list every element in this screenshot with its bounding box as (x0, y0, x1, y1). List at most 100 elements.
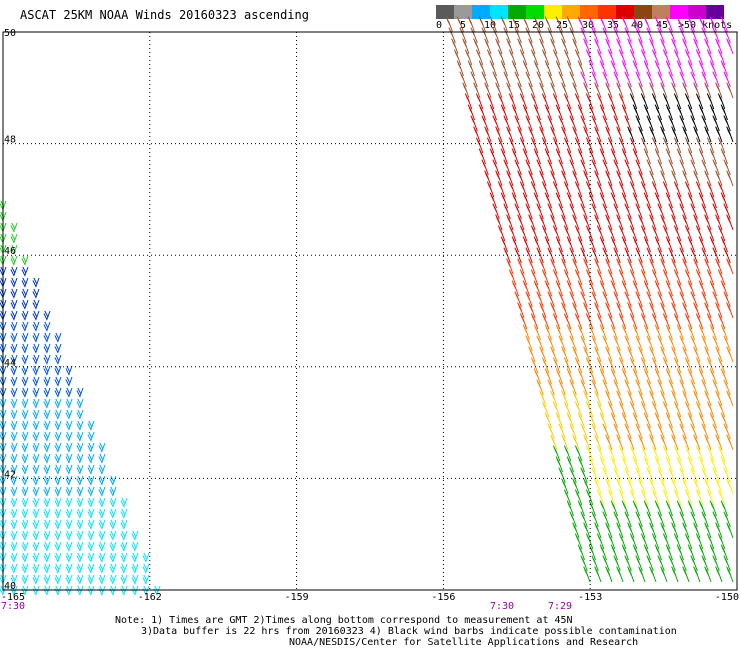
wind-barb (43, 343, 51, 354)
wind-barb (530, 93, 539, 110)
wind-barb (536, 379, 544, 396)
wind-barb (635, 71, 643, 88)
wind-barb (478, 60, 486, 77)
wind-barb (643, 16, 651, 33)
wind-barb (715, 38, 723, 55)
wind-barb (717, 269, 726, 286)
wind-barb (572, 478, 580, 495)
wind-barb (616, 522, 624, 539)
wind-barb (591, 467, 599, 484)
wind-barb (610, 500, 618, 517)
wind-barb (591, 71, 599, 88)
wind-barb (610, 104, 618, 121)
wind-barb (54, 343, 62, 354)
wind-barb (594, 566, 602, 583)
wind-barb (693, 302, 701, 319)
wind-barb (517, 214, 525, 231)
wind-barb (657, 291, 665, 308)
wind-barb (627, 38, 635, 55)
wind-barb (690, 423, 698, 440)
wind-barb (54, 552, 62, 563)
wind-barb (594, 126, 602, 143)
wind-barb (547, 335, 555, 352)
colorbar-swatch (580, 5, 598, 19)
wind-barb (555, 16, 563, 33)
wind-barb (621, 324, 629, 341)
wind-barb (673, 93, 682, 110)
wind-barb (98, 563, 106, 574)
wind-barb (715, 214, 723, 231)
wind-barb (21, 442, 29, 453)
wind-barb (715, 522, 723, 539)
wind-barb (21, 563, 29, 574)
wind-barb (142, 563, 150, 574)
wind-barb (555, 236, 563, 253)
wind-barb (470, 71, 478, 88)
wind-barb (632, 412, 640, 429)
wind-barb (690, 511, 698, 528)
wind-barb (627, 478, 635, 495)
wind-barb (500, 236, 508, 253)
wind-barb (76, 552, 84, 563)
colorbar-swatch (436, 5, 454, 19)
wind-barb (456, 16, 464, 33)
wind-barb (497, 93, 506, 110)
wind-barb (638, 38, 646, 55)
wind-barb (544, 412, 552, 429)
wind-barb (569, 115, 577, 132)
wind-barb (649, 214, 657, 231)
colorbar-swatch (544, 5, 562, 19)
wind-barb (640, 225, 649, 242)
wind-barb (640, 533, 649, 550)
wind-barb (453, 49, 462, 66)
wind-barb (580, 247, 588, 264)
wind-barb (550, 302, 558, 319)
wind-barb (572, 434, 580, 451)
wind-barb (544, 16, 552, 33)
wind-barb (54, 387, 62, 398)
wind-barb (65, 574, 73, 585)
wind-barb (511, 192, 519, 209)
west-swath (0, 200, 161, 596)
wind-barb (613, 159, 621, 176)
wind-barb (555, 280, 563, 297)
wind-barb (624, 291, 632, 308)
wind-barb (651, 401, 660, 418)
wind-barb (679, 291, 687, 308)
wind-barb (591, 379, 599, 396)
wind-barb (555, 104, 563, 121)
wind-barb (583, 566, 591, 583)
wind-barb (43, 442, 51, 453)
wind-barb (621, 16, 629, 33)
wind-barb (643, 60, 651, 77)
wind-barb (706, 445, 715, 462)
wind-barb (616, 302, 624, 319)
wind-barb (533, 368, 541, 385)
wind-barb (547, 379, 555, 396)
wind-barb (660, 566, 668, 583)
wind-barb (668, 247, 676, 264)
wind-barb (492, 159, 500, 176)
wind-barb (668, 115, 676, 132)
wind-barb (577, 456, 585, 473)
wind-barb (715, 434, 723, 451)
wind-barb (682, 302, 690, 319)
wind-barb (484, 126, 492, 143)
wind-barb (662, 49, 671, 66)
wind-barb (569, 379, 577, 396)
wind-barb (704, 390, 712, 407)
wind-barb (693, 346, 701, 363)
wind-barb (536, 203, 544, 220)
wind-barb (475, 49, 484, 66)
wind-barb (671, 258, 679, 275)
wind-barb (610, 456, 618, 473)
wind-barb (596, 313, 605, 330)
wind-barb (605, 126, 613, 143)
wind-barb (706, 225, 715, 242)
wind-barb (21, 519, 29, 530)
wind-barb (618, 137, 627, 154)
time-labels: 7:30 7:30 7:29 (1, 601, 572, 612)
wind-barb (514, 247, 522, 264)
wind-barb (536, 291, 544, 308)
wind-barb (720, 148, 728, 165)
